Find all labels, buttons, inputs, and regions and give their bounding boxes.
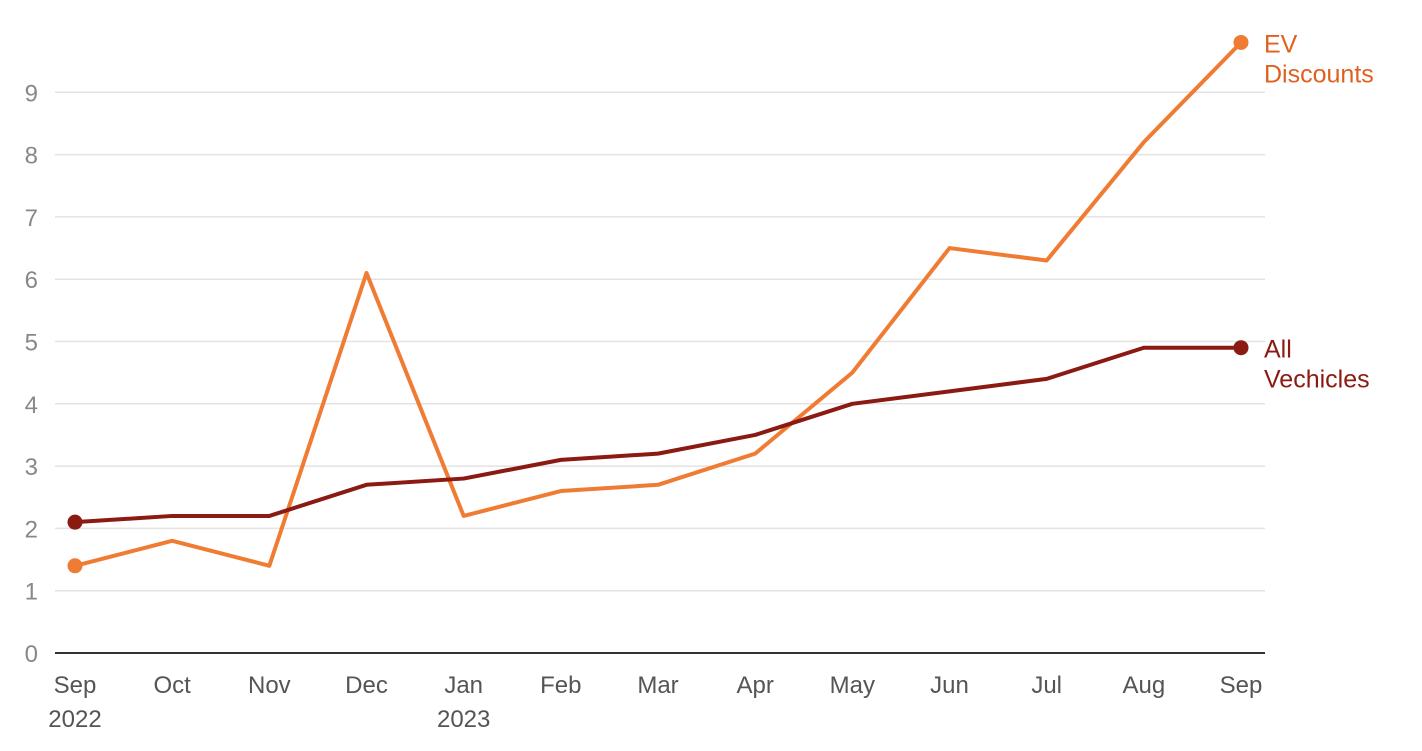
- series-label: Discounts: [1264, 60, 1374, 88]
- y-tick-label: 7: [25, 205, 38, 232]
- x-tick-label: Oct: [153, 672, 191, 699]
- series-label: Vechicles: [1264, 366, 1370, 394]
- y-axis-ticks: 0 1 2 3 4 5 6 7 8 9: [25, 80, 38, 668]
- y-tick-label: 8: [25, 143, 38, 170]
- x-tick-label: Sep: [1220, 672, 1263, 699]
- x-tick-year-label: 2023: [437, 706, 490, 733]
- series-line-all-vehicles: [73, 345, 1243, 525]
- x-tick-label: Aug: [1122, 672, 1165, 699]
- x-tick-label: Nov: [248, 672, 291, 699]
- series-line-ev-discounts: [73, 40, 1243, 568]
- x-tick-label: Mar: [637, 672, 678, 699]
- x-tick-label: Jun: [930, 672, 969, 699]
- x-tick-label: May: [830, 672, 875, 699]
- y-tick-label: 6: [25, 267, 38, 294]
- series-label: All: [1264, 336, 1292, 364]
- x-tick-label: Jul: [1031, 672, 1062, 699]
- series-end-marker: [1233, 340, 1249, 356]
- x-axis-ticks: Sep 2022 Oct Nov Dec Jan 2023 Feb Mar Apr May Jun Ju…: [48, 672, 1262, 733]
- series-end-marker: [67, 558, 83, 574]
- series-layer: [67, 34, 1249, 574]
- y-tick-label: 5: [25, 330, 38, 357]
- grid-layer: [55, 91, 1265, 654]
- x-tick-label: Jan: [444, 672, 483, 699]
- x-tick-label: Sep: [54, 672, 97, 699]
- y-tick-label: 3: [25, 454, 38, 481]
- x-tick-year-label: 2022: [48, 706, 101, 733]
- series-end-marker: [1233, 34, 1249, 50]
- series-label: EV: [1264, 30, 1298, 58]
- y-tick-label: 2: [25, 516, 38, 543]
- x-tick-label: Dec: [345, 672, 388, 699]
- y-tick-label: 1: [25, 579, 38, 606]
- series-end-marker: [67, 514, 83, 530]
- y-tick-label: 9: [25, 80, 38, 107]
- x-tick-label: Apr: [736, 672, 773, 699]
- y-tick-label: 0: [25, 641, 38, 668]
- x-tick-label: Feb: [540, 672, 581, 699]
- y-tick-label: 4: [25, 392, 38, 419]
